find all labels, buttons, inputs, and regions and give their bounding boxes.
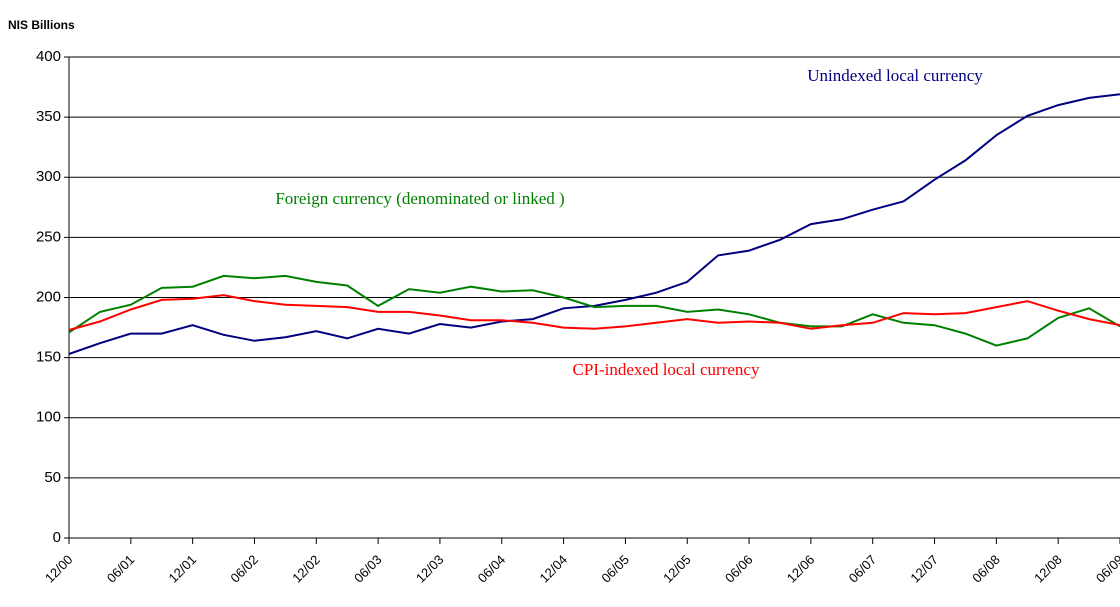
x-tick-label: 12/05 bbox=[660, 552, 694, 586]
y-tick-label: 100 bbox=[36, 409, 61, 426]
y-tick-label: 200 bbox=[36, 288, 61, 305]
y-tick-label: 50 bbox=[44, 469, 61, 486]
series-line bbox=[68, 274, 1120, 347]
x-tick-label: 12/06 bbox=[784, 552, 818, 586]
x-tick-label: 06/09 bbox=[1093, 552, 1120, 586]
series-line bbox=[68, 294, 1120, 331]
x-tick-label: 12/01 bbox=[166, 552, 200, 586]
x-tick-label: 06/06 bbox=[722, 552, 756, 586]
y-tick-label: 0 bbox=[53, 529, 61, 546]
y-tick-label: 150 bbox=[36, 349, 61, 366]
x-tick-label: 12/00 bbox=[42, 552, 76, 586]
x-tick-label: 06/01 bbox=[104, 552, 138, 586]
series-label: Foreign currency (denominated or linked … bbox=[275, 189, 564, 208]
x-tick-label: 06/03 bbox=[351, 552, 385, 586]
x-tick-label: 06/07 bbox=[846, 552, 880, 586]
x-tick-label: 12/08 bbox=[1031, 552, 1065, 586]
x-tick-label: 06/02 bbox=[227, 552, 261, 586]
y-tick-label: 350 bbox=[36, 108, 61, 125]
y-tick-label: 400 bbox=[36, 48, 61, 65]
series-line bbox=[68, 93, 1120, 355]
x-tick-label: 06/04 bbox=[475, 552, 509, 586]
x-tick-label: 12/04 bbox=[537, 552, 571, 586]
y-tick-label: 250 bbox=[36, 228, 61, 245]
x-tick-label: 06/08 bbox=[969, 552, 1003, 586]
series-label: CPI-indexed local currency bbox=[573, 360, 760, 379]
x-tick-label: 12/07 bbox=[907, 552, 941, 586]
y-tick-label: 300 bbox=[36, 168, 61, 185]
y-axis-title: NIS Billions bbox=[8, 18, 75, 32]
x-tick-label: 12/03 bbox=[413, 552, 447, 586]
series-label: Unindexed local currency bbox=[807, 66, 983, 85]
x-tick-label: 12/02 bbox=[289, 552, 323, 586]
x-tick-label: 06/05 bbox=[598, 552, 632, 586]
